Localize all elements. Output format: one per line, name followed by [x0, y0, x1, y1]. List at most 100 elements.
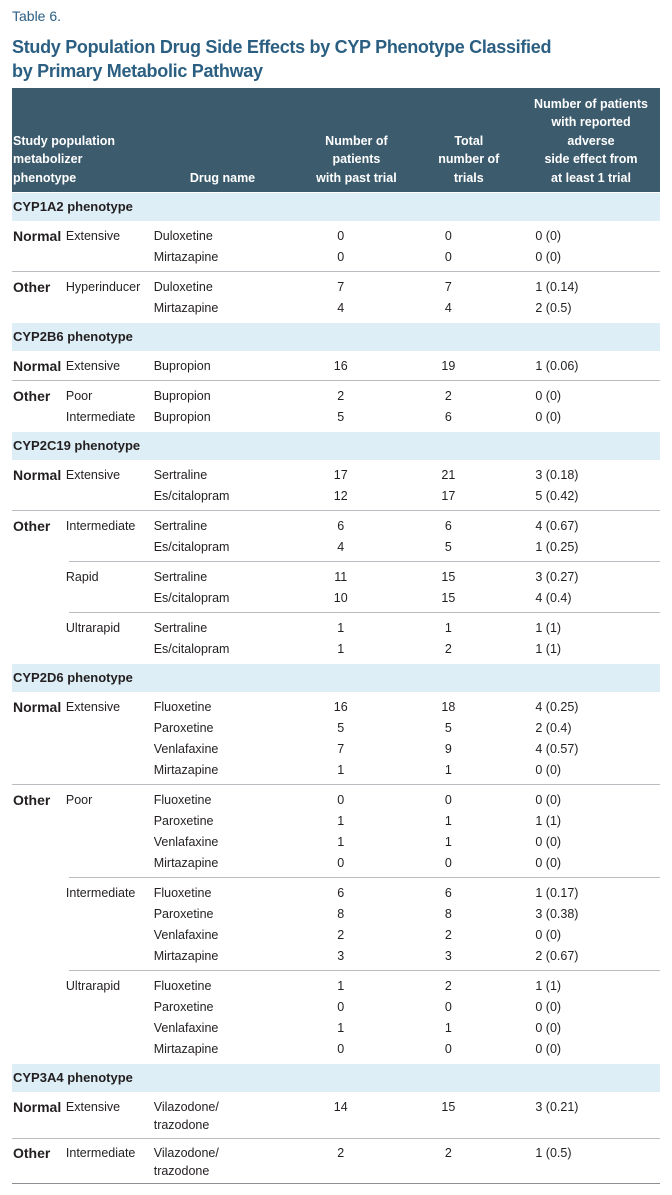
table-row: Rapid Sertraline 11 15 3 (0.27) — [12, 566, 660, 587]
empty-cell — [12, 536, 66, 538]
adverse-cell: 0 (0) — [535, 409, 562, 424]
table: Study population metabolizer phenotype Dr… — [12, 88, 660, 1184]
adverse-cell: 0 (0) — [535, 249, 562, 264]
table-row: Other Poor Fluoxetine 0 0 0 (0) — [12, 789, 660, 810]
empty-cell — [66, 810, 154, 812]
trials-cell: 6 — [444, 885, 452, 900]
trials-cell: 3 — [444, 948, 452, 963]
table-row: Es/citalopram 4 5 1 (0.25) — [12, 536, 660, 557]
adverse-cell: 0 (0) — [535, 927, 562, 942]
empty-cell — [12, 903, 66, 905]
empty-cell — [12, 485, 66, 487]
block: Ultrarapid Fluoxetine 1 2 1 (1) Paroxetine 0 0 0… — [66, 970, 660, 1063]
trials-cell: 0 — [444, 1041, 452, 1056]
adverse-cell: 1 (0.14) — [535, 279, 579, 294]
empty-cell — [66, 717, 154, 719]
adverse-cell: 2 (0.4) — [535, 720, 572, 735]
empty-cell — [12, 924, 66, 926]
phenotype: Poor — [65, 388, 93, 403]
class-label: Other — [13, 278, 51, 295]
patients-cell: 12 — [333, 488, 348, 503]
table-title: Study Population Drug Side Effects by CY… — [12, 37, 552, 81]
drug-name: Venlafaxine — [153, 741, 219, 756]
table-row: Venlafaxine 1 1 0 (0) — [12, 1017, 660, 1038]
adverse-cell: 4 (0.67) — [535, 518, 579, 533]
empty-cell — [12, 852, 66, 854]
table-row: Mirtazapine 3 3 2 (0.67) — [12, 945, 660, 966]
empty-cell — [66, 945, 154, 947]
trials-cell: 15 — [441, 590, 456, 605]
trials-cell: 2 — [444, 1146, 452, 1160]
phenotype: Extensive — [65, 228, 121, 243]
block: Ultrarapid Sertraline 1 1 1 (1) Es/citalopram… — [65, 612, 660, 663]
group: Normal Extensive Vilazodone/ trazodone 14 15… — [12, 1092, 660, 1138]
trials-cell: 2 — [444, 978, 452, 993]
phenotype: Intermediate — [65, 518, 136, 533]
empty-cell — [12, 810, 66, 812]
drug-name: Sertraline — [153, 467, 208, 482]
empty-cell — [12, 831, 66, 833]
patients-cell: 1 — [337, 1020, 345, 1035]
table-row: Normal Extensive Sertraline 17 21 3 (0.18) — [12, 464, 660, 485]
trials-cell: 6 — [444, 409, 452, 424]
adverse-cell: 1 (1) — [535, 620, 562, 635]
patients-cell: 0 — [337, 792, 345, 807]
group: Other Poor Bupropion 2 2 0 (0) Intermediate Bup… — [12, 380, 660, 431]
drug-name: Mirtazapine — [153, 249, 219, 264]
trials-cell: 1 — [444, 813, 452, 828]
drug-name: Fluoxetine — [153, 699, 212, 714]
block: Other Intermediate Vilazodone/ trazodone 2 2… — [12, 1139, 660, 1185]
trials-cell: 2 — [444, 927, 452, 942]
patients-cell: 2 — [337, 388, 345, 403]
drug-name: Duloxetine — [153, 279, 213, 294]
column-header: Total number of trials — [438, 133, 500, 185]
section-title: CYP2D6 phenotype — [12, 664, 660, 692]
empty-cell — [66, 246, 154, 248]
drug-name: Mirtazapine — [153, 948, 219, 963]
drug-name: Fluoxetine — [153, 978, 212, 993]
table-row: Ultrarapid Fluoxetine 1 2 1 (1) — [12, 975, 660, 996]
adverse-cell: 0 (0) — [535, 999, 562, 1014]
patients-cell: 4 — [337, 539, 345, 554]
block: Other Hyperinducer Duloxetine 7 7 1 (0.14) Mir… — [12, 272, 660, 322]
adverse-cell: 2 (0.5) — [535, 300, 572, 315]
empty-cell — [66, 924, 154, 926]
table-row: Other Hyperinducer Duloxetine 7 7 1 (0.14) — [12, 276, 660, 297]
section-title: CYP2B6 phenotype — [12, 323, 660, 351]
table-row: Mirtazapine 1 1 0 (0) — [12, 759, 660, 780]
header-row: Study population metabolizer phenotype Dr… — [12, 88, 660, 192]
section-title: CYP1A2 phenotype — [12, 193, 660, 221]
patients-cell: 6 — [337, 885, 345, 900]
patients-cell: 16 — [333, 699, 348, 714]
empty-cell — [66, 831, 154, 833]
adverse-cell: 0 (0) — [535, 762, 562, 777]
table-row: Es/citalopram 10 15 4 (0.4) — [12, 587, 660, 608]
trials-cell: 1 — [444, 834, 452, 849]
drug-name: Fluoxetine — [153, 792, 212, 807]
phenotype: Ultrarapid — [65, 620, 121, 635]
patients-cell: 1 — [337, 762, 345, 777]
group: Other Intermediate Sertraline 6 6 4 (0.67) Es/… — [12, 510, 660, 663]
patients-cell: 16 — [333, 358, 348, 373]
table-row: Es/citalopram 12 17 5 (0.42) — [12, 485, 660, 506]
table-row: Other Intermediate Sertraline 6 6 4 (0.67) — [12, 515, 660, 536]
adverse-cell: 1 (0.25) — [535, 539, 579, 554]
drug-name: Paroxetine — [153, 813, 214, 828]
empty-cell — [12, 882, 66, 884]
table-row: Intermediate Fluoxetine 6 6 1 (0.17) — [12, 882, 660, 903]
patients-cell: 6 — [337, 518, 345, 533]
patients-cell: 1 — [337, 641, 345, 656]
empty-cell — [12, 406, 66, 408]
adverse-cell: 0 (0) — [535, 388, 562, 403]
drug-name: Mirtazapine — [153, 1041, 219, 1056]
trials-cell: 0 — [444, 999, 452, 1014]
table-label: Table 6. — [12, 8, 62, 24]
adverse-cell: 3 (0.27) — [535, 569, 579, 584]
drug-name: Vilazodone/ trazodone — [153, 1146, 219, 1178]
table-row: Mirtazapine 0 0 0 (0) — [12, 852, 660, 873]
drug-name: Es/citalopram — [153, 590, 230, 605]
empty-cell — [12, 975, 66, 977]
adverse-cell: 0 (0) — [535, 1020, 562, 1035]
drug-name: Sertraline — [153, 569, 208, 584]
empty-cell — [12, 638, 66, 640]
